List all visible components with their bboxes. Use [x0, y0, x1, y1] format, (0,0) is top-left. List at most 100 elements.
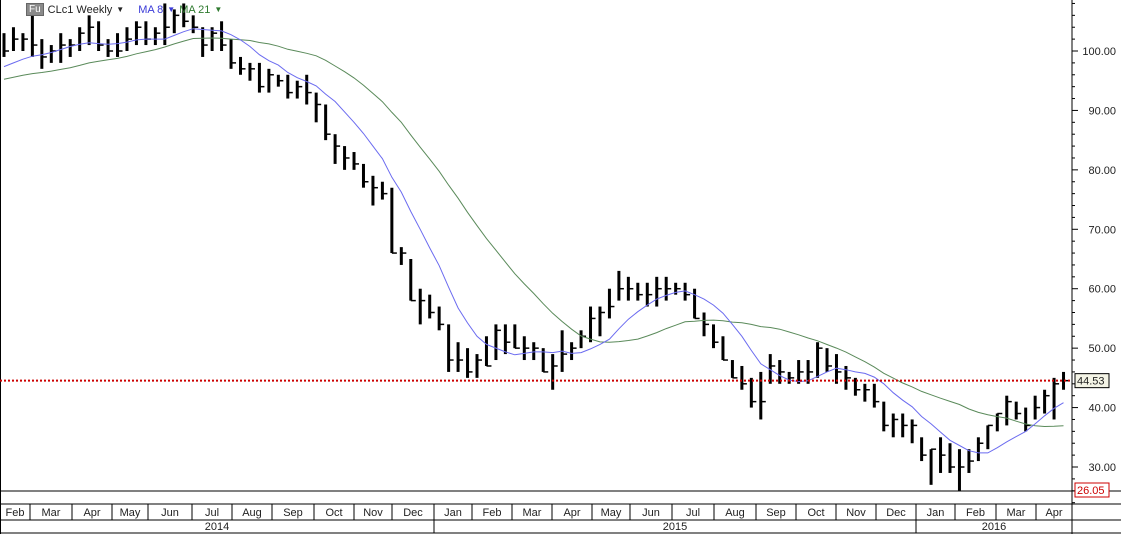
price-bar [768, 354, 776, 384]
month-label: Aug [725, 507, 745, 519]
price-bar [976, 437, 984, 462]
month-label: Feb [966, 507, 985, 519]
price-bar [134, 21, 142, 46]
month-label: Nov [846, 507, 866, 519]
price-bar [730, 360, 738, 379]
price-bar [87, 15, 95, 46]
price-bar [1005, 395, 1012, 426]
price-bar [2, 33, 9, 57]
price-bar [986, 424, 993, 450]
price-bar [257, 62, 265, 93]
price-bar [220, 21, 227, 51]
price-bar [210, 27, 218, 51]
month-label: Mar [1007, 507, 1026, 519]
month-label: Oct [325, 507, 342, 519]
price-bar [1052, 377, 1060, 420]
price-bar [778, 360, 785, 384]
month-label: Nov [363, 507, 383, 519]
price-bar [598, 306, 605, 337]
price-bar [295, 80, 303, 99]
price-bar [1033, 395, 1041, 420]
price-bar [172, 9, 180, 34]
price-bar [570, 342, 577, 361]
price-bar [30, 15, 38, 57]
price-bar [276, 74, 284, 87]
month-label: Feb [483, 507, 502, 519]
price-bar [314, 92, 322, 123]
price-bar [267, 68, 274, 93]
price-bar [551, 354, 558, 390]
chevron-down-icon[interactable]: ▼ [214, 5, 223, 14]
price-bar [248, 62, 255, 81]
month-label: Jan [927, 507, 945, 519]
ma-slow-line [3, 37, 1064, 428]
y-tick-label: 30.00 [1088, 462, 1116, 474]
month-label: Mar [42, 507, 61, 519]
month-label: Jun [161, 507, 179, 519]
price-bar [929, 448, 937, 485]
price-bar [816, 342, 823, 378]
month-label: Dec [886, 507, 906, 519]
price-bar [901, 413, 908, 438]
month-label: May [120, 507, 141, 519]
price-bar [324, 104, 331, 141]
price-bar [712, 324, 719, 349]
price-bar [636, 282, 643, 301]
price-bar [863, 383, 870, 402]
month-label: Aug [242, 507, 262, 519]
price-bar [503, 324, 511, 355]
price-bar [607, 288, 615, 319]
year-label: 2014 [205, 521, 229, 533]
price-bar [466, 348, 473, 378]
price-bar [967, 449, 974, 473]
price-bar [693, 288, 700, 320]
price-bar [390, 187, 397, 254]
y-tick-label: 70.00 [1088, 224, 1116, 236]
price-bar [11, 27, 19, 51]
y-tick-label: 50.00 [1088, 343, 1116, 355]
price-bar [49, 45, 57, 63]
y-tick-label: 90.00 [1088, 105, 1116, 117]
price-bar [797, 360, 804, 384]
price-bar [428, 294, 435, 319]
price-bar [305, 74, 312, 105]
last-price-box [1074, 373, 1110, 389]
price-bar [182, 3, 189, 28]
price-bar [702, 312, 710, 337]
ma-fast-label[interactable]: MA 8 [138, 3, 164, 16]
price-bar [333, 134, 341, 164]
price-bar [645, 282, 653, 307]
y-tick-label: 40.00 [1088, 403, 1116, 415]
price-bar [740, 365, 747, 390]
instrument-type-badge[interactable]: Fu [26, 3, 44, 16]
month-label: Apr [1045, 507, 1062, 519]
price-bar [910, 419, 918, 444]
price-bar [371, 175, 378, 206]
month-label: Jun [642, 507, 660, 519]
month-label: Feb [6, 507, 25, 519]
price-bar [163, 3, 170, 46]
price-bar [522, 336, 530, 361]
chevron-down-icon[interactable]: ▼ [116, 5, 125, 14]
price-bar [418, 288, 426, 325]
price-bar [939, 437, 946, 473]
price-bar [617, 270, 624, 301]
price-bar [144, 21, 151, 46]
price-bars [2, 3, 1069, 491]
price-bar [674, 282, 681, 295]
price-bar [683, 282, 691, 301]
price-bar [1014, 401, 1022, 420]
symbol-dropdown[interactable]: CLc1 Weekly [47, 3, 113, 16]
price-bar [995, 412, 1003, 432]
price-bar [494, 324, 501, 361]
price-bar [125, 27, 132, 51]
ma-slow-label[interactable]: MA 21 [179, 3, 211, 16]
chevron-down-icon[interactable]: ▼ [167, 5, 176, 14]
price-bar [664, 276, 672, 301]
price-bar [409, 259, 416, 302]
price-bar [579, 330, 587, 349]
price-bar [399, 247, 407, 265]
price-bar [721, 336, 728, 361]
price-bar [759, 371, 766, 420]
